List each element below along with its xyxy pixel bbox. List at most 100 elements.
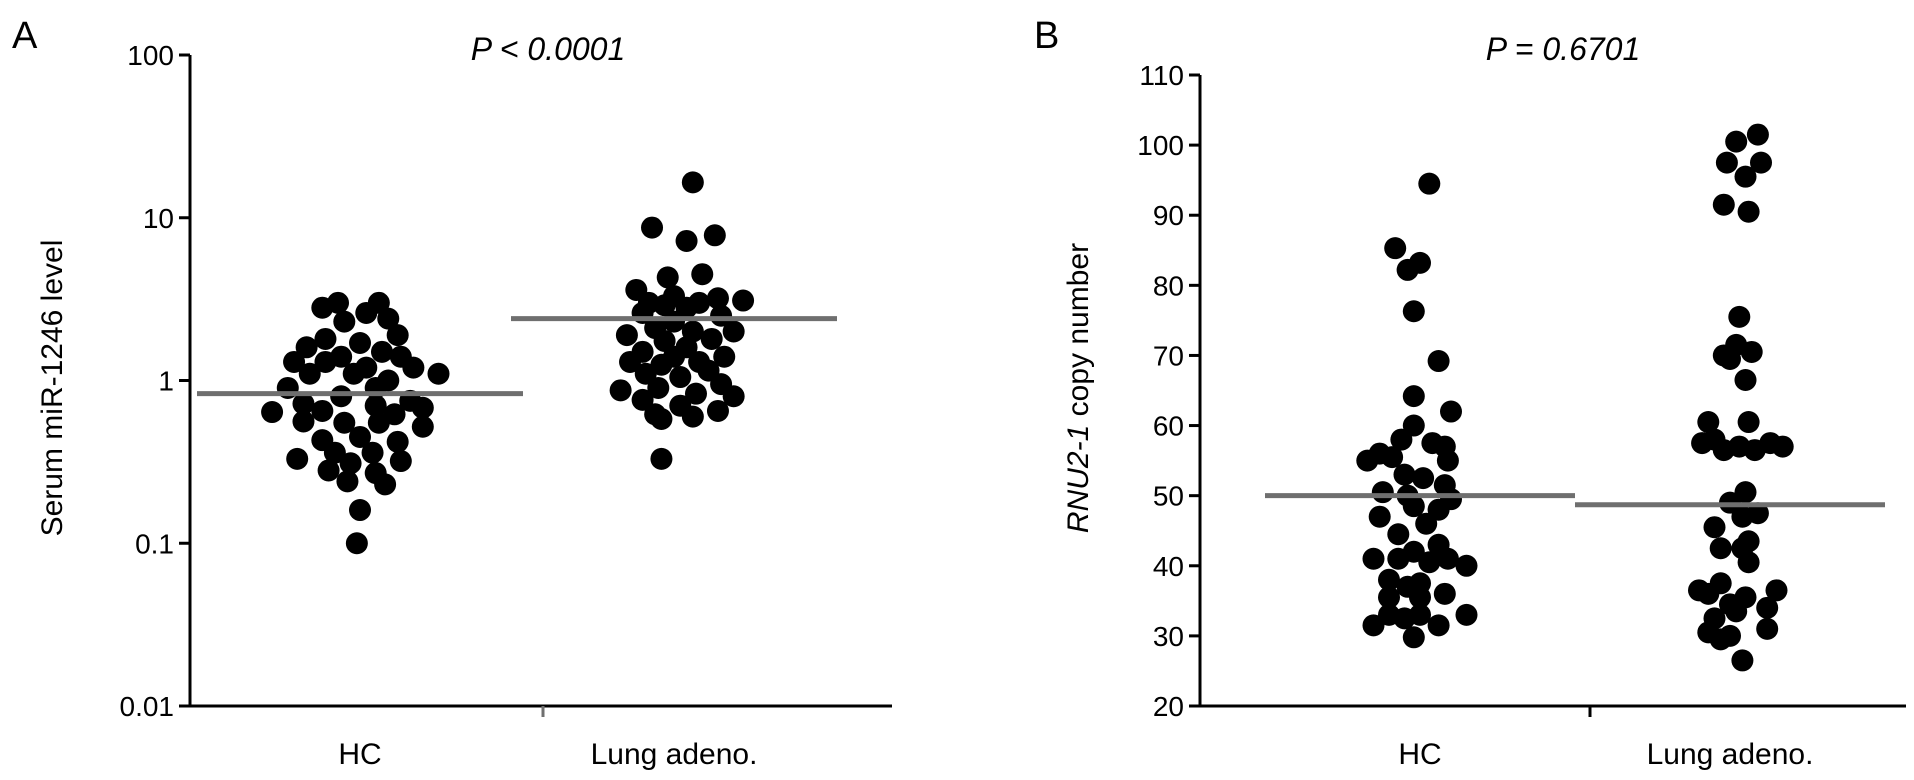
- data-point: [1384, 237, 1407, 260]
- data-point: [1418, 172, 1441, 195]
- y-tick-label: 20: [1153, 691, 1184, 722]
- data-point: [1697, 411, 1720, 434]
- data-point: [669, 366, 692, 389]
- data-point: [349, 425, 371, 448]
- data-point: [349, 331, 371, 354]
- y-tick-label: 30: [1153, 621, 1184, 652]
- data-point: [700, 327, 723, 350]
- data-point: [722, 385, 745, 408]
- data-point: [656, 266, 679, 289]
- data-point: [1771, 435, 1794, 458]
- data-point: [1703, 516, 1726, 539]
- data-point: [1737, 411, 1760, 434]
- data-point: [1712, 193, 1735, 216]
- y-tick-label: 40: [1153, 551, 1184, 582]
- data-point: [1737, 551, 1760, 574]
- data-point: [1756, 596, 1779, 619]
- data-point: [1427, 614, 1450, 637]
- x-tick-label: HC: [338, 738, 381, 771]
- panel-label: A: [12, 15, 38, 57]
- y-tick-label: 10: [143, 203, 174, 234]
- data-point: [1390, 428, 1413, 451]
- data-point: [1433, 582, 1456, 605]
- data-point: [295, 336, 318, 359]
- data-point: [1697, 582, 1720, 605]
- data-point: [641, 216, 664, 239]
- data-point: [1396, 258, 1419, 281]
- data-point: [722, 320, 745, 343]
- data-point: [292, 410, 315, 433]
- panel-b: B P = 0.6701 RNU2-1 copy number 20 30 40 50…: [1034, 15, 1906, 771]
- data-point: [1427, 350, 1450, 373]
- data-point: [361, 441, 384, 464]
- data-point: [1750, 151, 1772, 174]
- data-point: [1356, 449, 1379, 472]
- data-point: [333, 310, 356, 333]
- data-point: [703, 224, 726, 247]
- data-point: [1412, 467, 1435, 490]
- data-point: [355, 301, 378, 324]
- data-point: [653, 294, 676, 317]
- data-point: [647, 376, 670, 399]
- data-point: [1743, 439, 1766, 462]
- y-tick-label: 70: [1153, 340, 1184, 371]
- data-point: [1455, 603, 1478, 626]
- data-point: [336, 470, 359, 493]
- data-point: [1402, 385, 1425, 408]
- y-tick-label: 1: [158, 366, 174, 397]
- data-point: [1402, 495, 1425, 518]
- data-point: [311, 296, 334, 319]
- y-axis-label: RNU2-1 copy number: [1062, 243, 1095, 533]
- data-point: [1436, 449, 1459, 472]
- data-point: [389, 450, 412, 473]
- data-point: [1409, 586, 1431, 609]
- data-point: [298, 362, 321, 385]
- y-tick-label: 50: [1153, 481, 1184, 512]
- data-point: [1387, 523, 1410, 546]
- data-point: [609, 379, 632, 402]
- data-point: [691, 263, 714, 286]
- data-point: [364, 394, 387, 417]
- data-point: [339, 452, 362, 475]
- y-tick-label: 80: [1153, 270, 1184, 301]
- y-tick-label: 0.1: [135, 528, 174, 559]
- data-point: [323, 441, 346, 464]
- data-point: [1737, 200, 1760, 223]
- data-point: [1725, 130, 1748, 153]
- data-point: [1731, 505, 1754, 528]
- y-tick-label: 90: [1153, 200, 1184, 231]
- y-axis-label-part: Serum miR-1246 level: [36, 240, 69, 537]
- data-point: [1362, 614, 1385, 637]
- data-point: [684, 382, 707, 405]
- p-value-annotation: P < 0.0001: [471, 31, 626, 67]
- data-point: [1381, 446, 1404, 469]
- p-value-annotation: P = 0.6701: [1486, 31, 1641, 67]
- y-tick-label: 0.01: [120, 691, 175, 722]
- data-point: [311, 399, 334, 422]
- data-point: [710, 304, 733, 327]
- data-point: [732, 289, 755, 312]
- data-point: [1734, 368, 1757, 391]
- data-point: [1371, 481, 1394, 504]
- y-tick-label: 60: [1153, 411, 1184, 442]
- data-point: [333, 411, 356, 434]
- data-point: [370, 340, 393, 363]
- data-point: [1436, 547, 1459, 570]
- data-point: [675, 229, 698, 252]
- panel-label: B: [1034, 15, 1059, 57]
- data-point: [314, 327, 337, 350]
- data-point: [386, 324, 409, 347]
- y-axis-label-part: RNU2-1: [1062, 425, 1095, 533]
- data-point: [330, 385, 353, 408]
- x-tick-label: HC: [1398, 738, 1441, 771]
- data-point: [1368, 505, 1391, 528]
- data-point: [681, 405, 704, 428]
- data-point: [1740, 340, 1763, 363]
- data-point: [411, 415, 434, 438]
- data-point: [1746, 123, 1769, 146]
- x-tick-label: Lung adeno.: [1647, 738, 1814, 771]
- data-point: [706, 287, 729, 310]
- data-point: [317, 459, 340, 482]
- data-point: [706, 399, 729, 422]
